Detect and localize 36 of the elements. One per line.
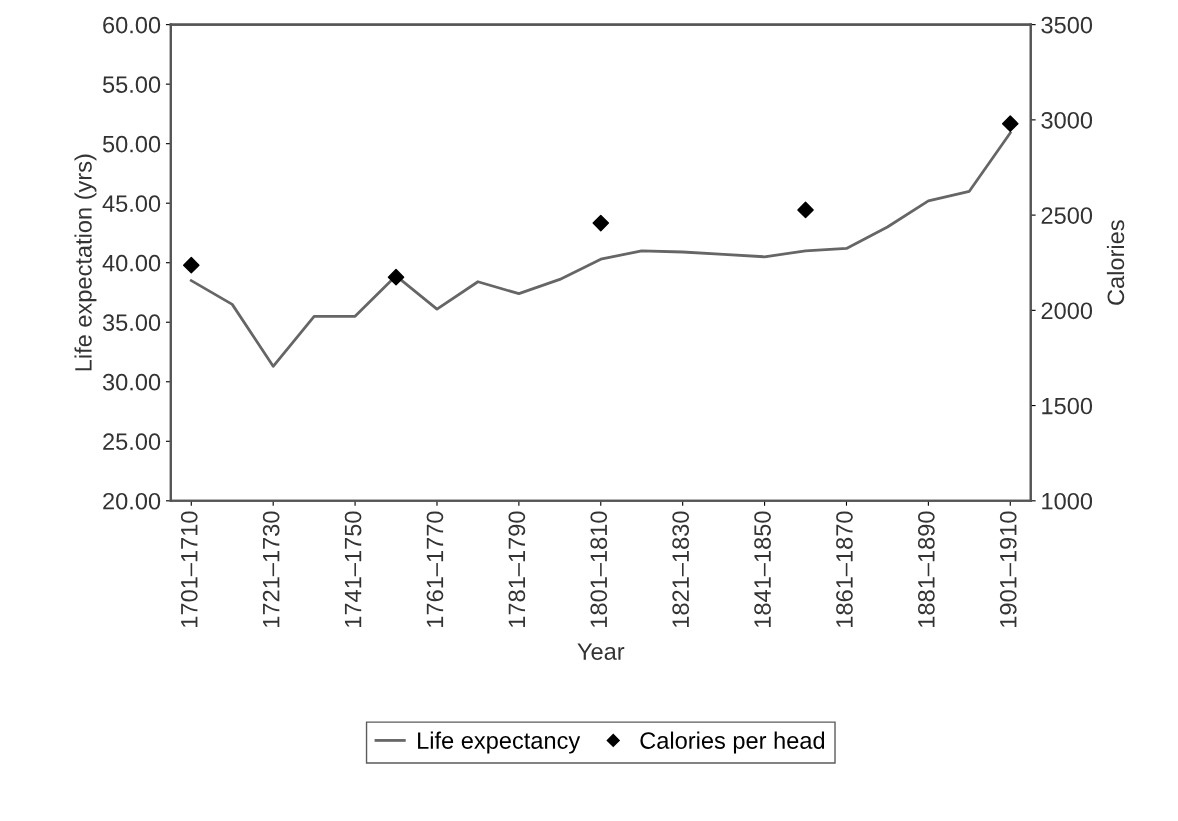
- y-tick-label: 20.00: [103, 492, 161, 510]
- x-tick-label: 1841–1850: [754, 511, 771, 627]
- x-tick-label: 1721–1730: [262, 511, 280, 627]
- x-tick-label: 1881–1890: [917, 511, 935, 627]
- x-axis-title: Year: [577, 643, 625, 660]
- legend-label: Life expectancy: [418, 731, 581, 754]
- x-tick-label: 1801–1810: [590, 511, 608, 627]
- x-tick-label: 1701–1710: [180, 511, 198, 627]
- x-tick-label: 1781–1790: [508, 511, 526, 627]
- y2-tick-label: 1000: [1042, 492, 1093, 510]
- y-tick-label: 25.00: [103, 433, 161, 451]
- x-tick-label: 1901–1910: [999, 511, 1017, 627]
- y2-tick-label: 1500: [1042, 397, 1093, 415]
- y2-tick-label: 2500: [1041, 207, 1093, 224]
- point: [797, 201, 814, 219]
- point: [182, 256, 200, 274]
- y2-tick-label: 3500: [1041, 16, 1093, 34]
- y-tick-label: 55.00: [102, 76, 161, 93]
- x-tick-label: 1821–1830: [672, 511, 690, 627]
- y-tick-label: 45.00: [102, 195, 161, 212]
- y-tick-label: 30.00: [102, 373, 161, 391]
- legend-label: Calories per head: [640, 731, 825, 754]
- point: [592, 214, 610, 232]
- y2-axis-title: Calories: [1106, 220, 1125, 305]
- y-tick-label: 50.00: [102, 135, 161, 153]
- x-tick-label: 1761–1770: [426, 511, 444, 627]
- point: [1001, 115, 1019, 132]
- y2-tick-label: 3000: [1041, 111, 1093, 129]
- y-tick-label: 60.00: [103, 16, 161, 34]
- x-tick-label: 1861–1870: [836, 511, 853, 627]
- y-tick-label: 35.00: [102, 314, 161, 332]
- y-tick-label: 40.00: [102, 254, 161, 272]
- y2-tick-label: 2000: [1041, 302, 1093, 320]
- y-axis-title: Life expectation (yrs): [74, 154, 97, 371]
- point: [387, 268, 405, 286]
- x-tick-label: 1741–1750: [344, 511, 362, 627]
